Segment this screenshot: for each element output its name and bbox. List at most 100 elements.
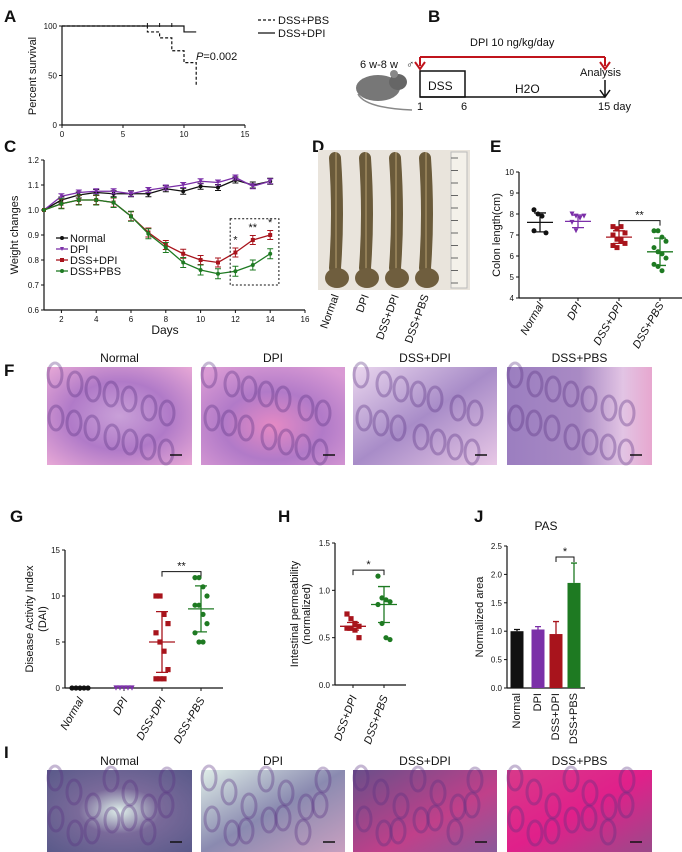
legend-label: DSS+PBS <box>278 15 329 27</box>
permeability-point <box>375 573 381 579</box>
crypt-texture <box>412 806 430 834</box>
p-italic: P <box>196 51 204 63</box>
dai-point <box>204 593 210 599</box>
dai-point <box>157 676 163 682</box>
weight-point <box>163 185 168 190</box>
weight-point <box>94 189 99 194</box>
crypt-texture <box>506 361 524 389</box>
dai-point <box>200 639 206 645</box>
cecum <box>355 268 379 288</box>
pas-title: DPI <box>263 754 283 768</box>
crypt-texture <box>139 433 157 461</box>
colon-specimen <box>419 152 433 274</box>
crypt-texture <box>543 817 561 845</box>
crypt-texture <box>297 793 315 821</box>
crypt-texture <box>314 766 332 794</box>
crypt-texture <box>426 385 444 413</box>
legend-marker <box>60 258 64 262</box>
survival-y-label: Percent survival <box>27 37 39 115</box>
panel-label-E: E <box>490 137 501 156</box>
permeability-category-label: DSS+DPI <box>332 694 359 743</box>
permeability-mean-sd <box>371 585 397 624</box>
crypt-texture <box>103 806 121 834</box>
crypt-texture <box>47 404 65 432</box>
permeability-category-label: DSS+PBS <box>362 693 391 746</box>
pas-category-label: DSS+PBS <box>568 693 580 744</box>
crypt-texture <box>277 779 295 807</box>
crypt-texture <box>563 423 581 451</box>
crypt-texture <box>157 791 175 819</box>
pas-title: PAS <box>534 519 557 533</box>
weight-point <box>216 271 220 276</box>
colon-length-point <box>614 226 620 232</box>
crypt-texture <box>449 394 467 422</box>
weight-point <box>250 184 255 189</box>
crypt-texture <box>157 438 175 466</box>
legend-marker <box>60 247 64 251</box>
crypt-texture <box>599 433 617 461</box>
crypt-texture <box>543 414 561 442</box>
crypt-texture <box>257 765 275 793</box>
dai-point <box>77 685 83 691</box>
panel-label-A: A <box>4 7 16 26</box>
colon-length-point <box>610 224 616 230</box>
crypt-texture <box>526 370 544 398</box>
colon-length-y-tick-label: 6 <box>510 252 515 261</box>
crypt-texture <box>617 791 635 819</box>
survival-p-value: P=0.002 <box>196 51 237 63</box>
crypt-texture <box>409 380 427 408</box>
cecum <box>415 268 439 288</box>
crypt-texture <box>463 438 481 466</box>
weight-point <box>198 179 203 184</box>
crypt-texture <box>158 766 176 794</box>
crypt-texture <box>389 817 407 845</box>
crypt-texture <box>618 766 636 794</box>
crypt-texture <box>200 764 218 792</box>
weight-point <box>250 238 255 242</box>
dai-point <box>165 621 171 627</box>
pas-y-label: Normalized area <box>474 576 486 658</box>
survival-line-DSS+PBS <box>62 25 197 86</box>
dai-y-tick-label: 0 <box>56 684 61 693</box>
panel-label-J: J <box>474 507 483 526</box>
dai-significance-bracket <box>161 571 202 577</box>
weight-point <box>233 269 238 274</box>
crypt-texture <box>526 819 544 847</box>
crypt-texture <box>525 409 543 437</box>
crypt-texture <box>84 792 102 820</box>
day-start: 1 <box>417 101 423 113</box>
colon-length-point <box>659 268 665 274</box>
crypt-texture <box>463 791 481 819</box>
crypt-texture <box>580 385 598 413</box>
colon-specimen <box>359 152 373 274</box>
crypt-texture <box>429 779 447 807</box>
pas-category-label: DPI <box>532 693 544 711</box>
crypt-texture <box>466 399 484 427</box>
crypt-texture <box>237 817 255 845</box>
male-symbol-icon: ♂ <box>406 59 414 71</box>
crypt-texture <box>599 818 617 846</box>
pas-bar-Normal <box>510 631 524 688</box>
dai-category-label: DSS+PBS <box>172 695 208 746</box>
dss-label: DSS <box>428 79 453 93</box>
weight-point <box>129 191 133 196</box>
weight-point <box>76 190 81 195</box>
he-title: DPI <box>263 351 283 365</box>
crypt-texture <box>240 792 258 820</box>
permeability-y-tick-label: 1.5 <box>319 539 331 548</box>
permeability-y-tick-label: 0.5 <box>319 634 331 643</box>
dai-y-tick-label: 5 <box>56 638 61 647</box>
treatment-label: DPI 10 ng/kg/day <box>470 37 555 49</box>
permeability-point <box>352 620 358 627</box>
survival-y-tick-label: 50 <box>48 72 57 81</box>
colon-label: DPI <box>354 293 372 314</box>
crypt-texture <box>66 370 84 398</box>
weight-point <box>59 201 64 206</box>
weight-point <box>198 268 203 272</box>
weight-x-tick-label: 2 <box>59 315 64 324</box>
dai-y-tick-label: 15 <box>51 546 60 555</box>
colon-label: DSS+PBS <box>403 293 432 345</box>
weight-x-tick-label: 4 <box>94 315 99 324</box>
permeability-point <box>344 611 350 617</box>
dai-point <box>161 611 167 617</box>
